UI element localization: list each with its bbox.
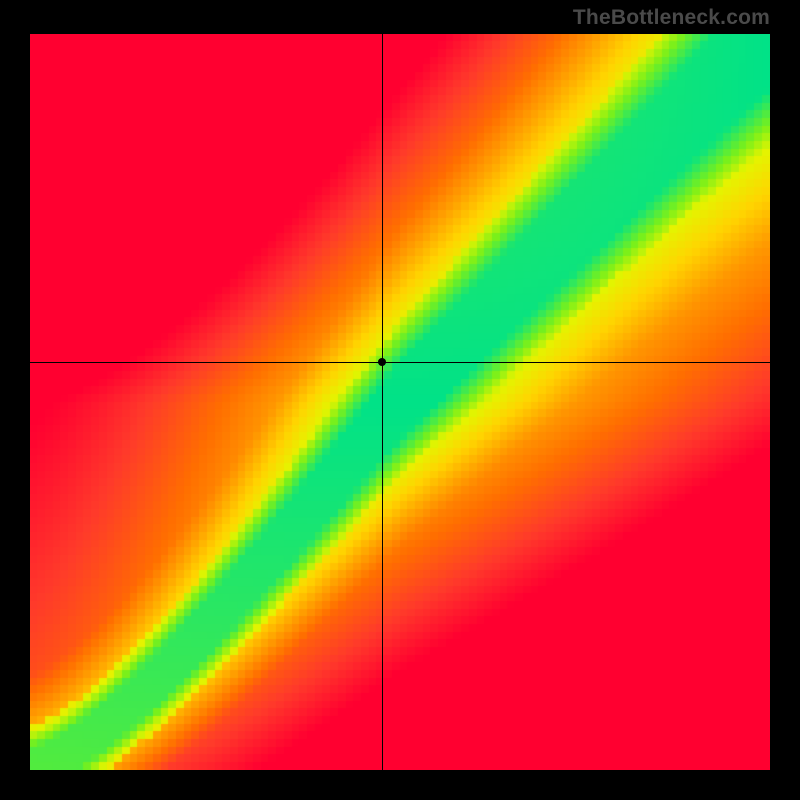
chart-frame: TheBottleneck.com bbox=[0, 0, 800, 800]
crosshair-horizontal bbox=[30, 362, 770, 363]
crosshair-vertical bbox=[382, 34, 383, 770]
bottleneck-heatmap bbox=[30, 34, 770, 770]
plot-area bbox=[30, 34, 770, 770]
selection-marker bbox=[378, 358, 386, 366]
watermark-text: TheBottleneck.com bbox=[573, 6, 770, 30]
